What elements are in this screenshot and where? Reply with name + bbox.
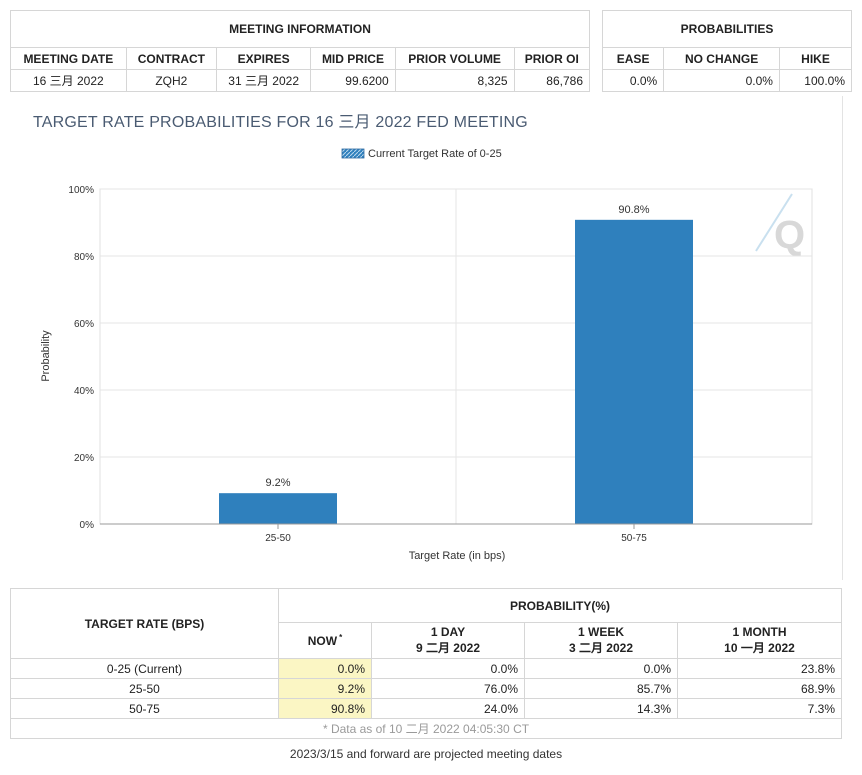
hike-value: 100.0% (778, 69, 853, 92)
y-tick-label: 0% (80, 520, 95, 531)
legend-swatch (341, 148, 365, 159)
now-cell: 0.0% (278, 658, 372, 679)
expires-value: 31 三月 2022 (216, 69, 312, 92)
rate-cell: 25-50 (10, 678, 279, 699)
week-cell: 85.7% (524, 678, 678, 699)
x-axis-label: Target Rate (in bps) (409, 550, 506, 562)
x-tick-label: 25-50 (265, 533, 291, 544)
col-now: NOW * (278, 622, 372, 659)
y-tick-label: 100% (68, 185, 94, 196)
chart-title: TARGET RATE PROBABILITIES FOR 16 三月 2022… (33, 114, 528, 131)
rate-cell: 50-75 (10, 698, 279, 719)
y-tick-label: 80% (74, 252, 94, 263)
probability-history: TARGET RATE (BPS) PROBABILITY(%) NOW * 1 … (10, 588, 842, 739)
day-cell: 76.0% (371, 678, 525, 699)
projected-dates-note: 2023/3/15 and forward are projected meet… (289, 747, 563, 761)
col-contract: CONTRACT (125, 47, 218, 70)
probability-history-table: TARGET RATE (BPS) PROBABILITY(%) NOW * 1 … (10, 588, 842, 739)
period-date: 3 二月 2022 (568, 641, 634, 655)
x-tick-label: 50-75 (621, 533, 647, 544)
meeting-date-value: 16 三月 2022 (10, 69, 127, 92)
chart-legend: Current Target Rate of 0-25 (341, 148, 502, 160)
month-cell: 68.9% (677, 678, 842, 699)
probabilities-header: PROBABILITIES (602, 10, 852, 48)
target-rate-header: TARGET RATE (BPS) (10, 588, 279, 659)
prior-oi-value: 86,786 (513, 69, 591, 92)
y-tick-label: 60% (74, 319, 94, 330)
prior-volume-value: 8,325 (394, 69, 515, 92)
bar-50-75 (575, 219, 693, 524)
day-cell: 24.0% (371, 698, 525, 719)
y-tick-label: 40% (74, 386, 94, 397)
bar-data-label: 9.2% (265, 477, 290, 489)
table-row: 50-75 90.8% 24.0% 14.3% 7.3% (10, 698, 842, 719)
table-row: 25-50 9.2% 76.0% 85.7% 68.9% (10, 678, 842, 699)
data-as-of-note: * Data as of 10 二月 2022 04:05:30 CT (10, 718, 842, 739)
probability-header: PROBABILITY(%) (278, 588, 842, 623)
day-cell: 0.0% (371, 658, 525, 679)
now-label: NOW (307, 634, 338, 648)
meeting-info-table: MEETING INFORMATION MEETING DATE CONTRAC… (10, 10, 591, 92)
legend-label: Current Target Rate of 0-25 (368, 148, 502, 160)
col-1-week: 1 WEEK 3 二月 2022 (524, 622, 678, 659)
week-cell: 14.3% (524, 698, 678, 719)
probabilities-table: PROBABILITIES EASE NO CHANGE HIKE 0.0% 0… (601, 10, 853, 92)
period-date: 10 一月 2022 (724, 641, 795, 655)
table-row: 0-25 (Current) 0.0% 0.0% 0.0% 23.8% (10, 658, 842, 679)
now-cell: 9.2% (278, 678, 372, 699)
chart-panel: TARGET RATE PROBABILITIES FOR 16 三月 2022… (10, 96, 843, 580)
rate-cell: 0-25 (Current) (10, 658, 279, 679)
period-label: 1 MONTH (732, 625, 787, 639)
now-cell: 90.8% (278, 698, 372, 719)
y-axis-label: Probability (40, 330, 52, 382)
bar-25-50 (219, 493, 337, 524)
period-label: 1 WEEK (577, 625, 624, 639)
week-cell: 0.0% (524, 658, 678, 679)
col-1-day: 1 DAY 9 二月 2022 (371, 622, 525, 659)
month-cell: 7.3% (677, 698, 842, 719)
col-1-month: 1 MONTH 10 一月 2022 (677, 622, 842, 659)
col-no-change: NO CHANGE (663, 47, 780, 70)
col-mid-price: MID PRICE (310, 47, 396, 70)
logo-letter: Q (774, 213, 805, 257)
bar-chart: Current Target Rate of 0-25 Q 0% 20% 40% 60… (40, 148, 813, 562)
period-label: 1 DAY (430, 625, 466, 639)
bar-data-label: 90.8% (618, 204, 649, 216)
ease-value: 0.0% (601, 69, 665, 92)
col-expires: EXPIRES (216, 47, 312, 70)
meeting-info-header: MEETING INFORMATION (10, 10, 590, 48)
col-prior-oi: PRIOR OI (513, 47, 591, 70)
period-date: 9 二月 2022 (415, 641, 481, 655)
col-hike: HIKE (778, 47, 853, 70)
q-logo: Q (755, 193, 805, 257)
no-change-value: 0.0% (663, 69, 780, 92)
month-cell: 23.8% (677, 658, 842, 679)
col-meeting-date: MEETING DATE (10, 47, 127, 70)
y-tick-label: 20% (74, 453, 94, 464)
contract-value: ZQH2 (125, 69, 218, 92)
mid-price-value: 99.6200 (310, 69, 396, 92)
now-asterisk: * (339, 633, 343, 642)
col-ease: EASE (601, 47, 665, 70)
col-prior-volume: PRIOR VOLUME (394, 47, 515, 70)
